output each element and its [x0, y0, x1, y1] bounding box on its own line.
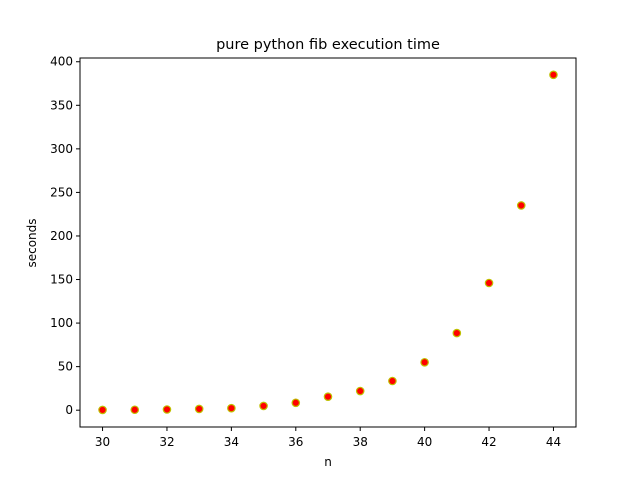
y-tick-label: 50	[58, 360, 73, 374]
y-tick-label: 300	[50, 142, 73, 156]
plot-area	[79, 57, 577, 428]
x-tick-label: 42	[481, 435, 496, 449]
data-point	[516, 201, 526, 210]
x-axis-ticks: 30 32 34 36 38 40 42 44	[95, 427, 561, 449]
x-axis-label: n	[324, 455, 332, 469]
data-point	[388, 376, 397, 386]
y-axis-label: seconds	[25, 218, 39, 267]
y-tick-label: 350	[50, 98, 73, 112]
data-point	[130, 405, 140, 415]
x-tick-label: 36	[288, 435, 303, 449]
x-tick-label: 30	[95, 435, 110, 449]
x-tick-label: 38	[353, 435, 368, 449]
x-tick-label: 34	[224, 435, 239, 449]
chart-title: pure python fib execution time	[216, 37, 440, 53]
data-point	[291, 398, 301, 408]
y-tick-label: 250	[50, 185, 73, 199]
y-tick-label: 200	[50, 229, 73, 243]
data-point	[194, 404, 204, 414]
x-tick-label: 44	[546, 435, 561, 449]
data-point	[452, 328, 462, 338]
data-point	[323, 392, 333, 401]
y-tick-label: 0	[65, 403, 73, 417]
data-point	[227, 403, 236, 413]
data-point	[484, 278, 494, 288]
data-point	[162, 405, 172, 414]
data-point	[355, 386, 365, 396]
x-tick-label: 40	[417, 435, 432, 449]
y-axis-ticks: 0 50 100 150 200 250 300 350 400	[50, 55, 80, 417]
y-tick-label: 400	[50, 55, 73, 69]
y-tick-label: 100	[50, 316, 73, 330]
axes-frame	[79, 57, 577, 428]
y-tick-label: 150	[50, 273, 73, 287]
data-point	[259, 401, 268, 411]
x-tick-label: 32	[159, 435, 174, 449]
data-points	[98, 70, 558, 415]
data-point	[420, 357, 429, 367]
data-point	[549, 70, 558, 80]
data-point	[98, 405, 107, 415]
